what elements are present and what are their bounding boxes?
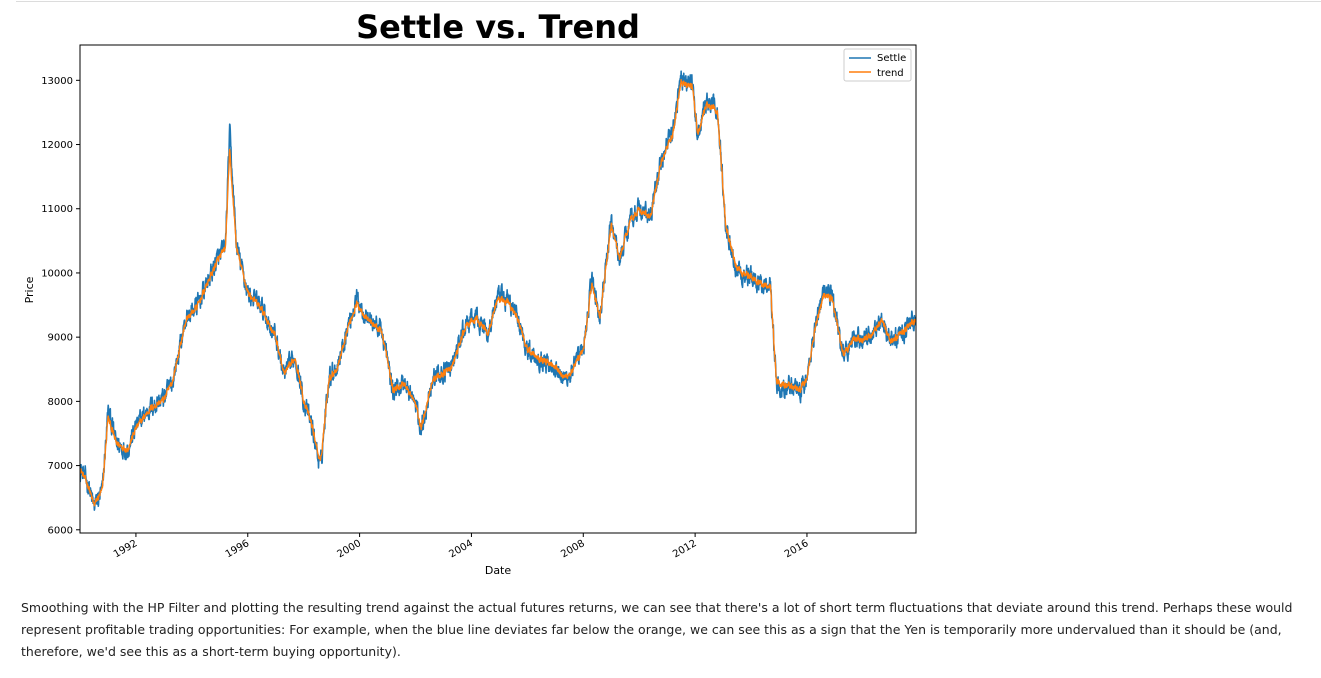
legend: Settle trend xyxy=(843,48,912,82)
y-tick-label-11000: 11000 xyxy=(41,204,73,215)
x-tick-label-2004: 2004 xyxy=(447,538,475,560)
plot-area-frame xyxy=(79,44,917,534)
y-tick-label-8000: 8000 xyxy=(48,397,73,408)
series-line-trend xyxy=(80,78,916,507)
legend-label-settle: Settle xyxy=(877,53,906,64)
x-axis: 1992 1996 2000 2004 2008 2012 2016 xyxy=(112,533,811,560)
series-layer xyxy=(80,70,916,511)
chart-container: Settle vs. Trend 6000 7000 8000 9000 10000 11… xyxy=(23,8,917,577)
x-tick-label-2012: 2012 xyxy=(671,538,699,560)
analysis-paragraph: Smoothing with the HP Filter and plottin… xyxy=(21,600,1293,659)
x-tick-label-2016: 2016 xyxy=(783,538,811,560)
y-axis: 6000 7000 8000 9000 10000 11000 12000 13000 xyxy=(41,76,80,536)
x-tick-label-1992: 1992 xyxy=(112,538,140,560)
x-tick-label-2000: 2000 xyxy=(336,538,364,560)
cell-top-divider xyxy=(16,1,1321,2)
x-tick-label-2008: 2008 xyxy=(559,538,587,560)
series-line-settle xyxy=(80,70,916,511)
y-tick-label-6000: 6000 xyxy=(48,525,73,536)
x-tick-label-1996: 1996 xyxy=(224,538,252,560)
x-axis-label: Date xyxy=(485,564,512,577)
settle-vs-trend-chart: Settle vs. Trend 6000 7000 8000 9000 10000 11… xyxy=(23,8,917,577)
legend-label-trend: trend xyxy=(877,68,904,79)
chart-title: Settle vs. Trend xyxy=(356,8,640,46)
legend-box xyxy=(843,48,912,82)
y-tick-label-13000: 13000 xyxy=(41,76,73,87)
y-tick-label-7000: 7000 xyxy=(48,461,73,472)
y-axis-label: Price xyxy=(23,276,36,303)
y-tick-label-12000: 12000 xyxy=(41,140,73,151)
y-tick-label-9000: 9000 xyxy=(48,333,73,344)
y-tick-label-10000: 10000 xyxy=(41,268,73,279)
